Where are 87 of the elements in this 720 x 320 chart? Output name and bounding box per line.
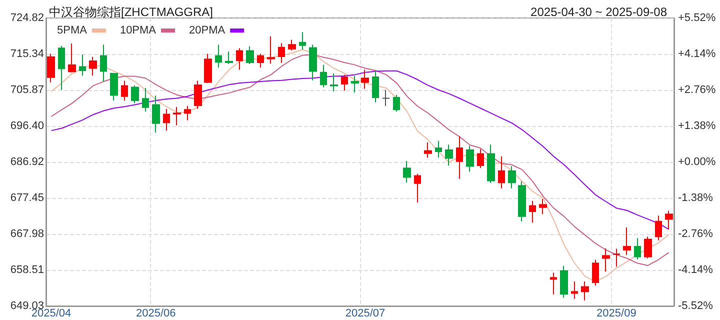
candlestick: [257, 53, 264, 68]
candlestick: [372, 70, 379, 103]
candlestick: [581, 280, 589, 301]
candlestick: [456, 136, 463, 180]
candlestick: [152, 95, 160, 133]
y2-tick-label: +5.52%: [678, 12, 716, 24]
legend-label: 20PMA: [189, 24, 226, 36]
y2-tick-label: +4.14%: [678, 48, 716, 60]
x-tick-label: 2025/07: [345, 308, 386, 320]
candlestick: [110, 72, 118, 102]
y2-tick-label: -1.38%: [678, 192, 714, 204]
candlestick: [194, 80, 202, 110]
chart-subtitle: 2025-04-30 ~ 2025-09-08: [530, 5, 668, 19]
y2-tick-label: -4.14%: [678, 264, 714, 276]
candlestick: [204, 53, 212, 84]
candlestick: [184, 105, 191, 121]
candlestick: [299, 32, 306, 50]
candlestick: [539, 198, 547, 215]
candlestick: [320, 64, 327, 88]
candlestick: [215, 44, 222, 68]
x-tick-label: 2025/09: [596, 308, 636, 320]
candlestick: [382, 89, 390, 106]
candlestick: [173, 106, 181, 126]
y-tick-label: 667.98: [10, 228, 44, 240]
legend-label: 5PMA: [56, 24, 88, 36]
candlestick: [309, 44, 317, 81]
candlestick: [89, 56, 97, 76]
candlestick: [665, 210, 673, 230]
candlestick: [100, 44, 107, 82]
candlestick: [592, 259, 599, 286]
candlestick: [487, 144, 495, 184]
candlestick: [477, 148, 484, 169]
y-tick-label: 696.40: [10, 120, 44, 132]
y2-tick-label: +2.76%: [678, 84, 716, 96]
candlestick: [435, 140, 442, 158]
candlestick: [58, 45, 65, 90]
y-tick-label: 658.51: [10, 264, 44, 276]
chart-title: 中汉谷物综指[ZHCTMAGGRA]: [49, 5, 213, 19]
y-tick-label: 715.34: [10, 48, 44, 60]
candlestick: [571, 280, 578, 300]
candlestick: [341, 74, 348, 92]
candlestick: [288, 39, 296, 51]
y-tick-label: 677.45: [10, 192, 44, 204]
candlestick: [445, 144, 453, 166]
candlestick: [602, 248, 610, 272]
y-tick-label: 705.87: [10, 84, 44, 96]
candlestick: [403, 160, 411, 184]
candlestick: [655, 215, 662, 241]
candlestick: [142, 87, 149, 112]
candlestick: [121, 80, 128, 102]
x-tick-label: 2025/04: [31, 308, 72, 320]
y2-tick-label: +0.00%: [678, 156, 716, 168]
candlestick: [361, 69, 369, 90]
line-series: [50, 70, 670, 230]
y-tick-label: 724.82: [10, 12, 44, 24]
candlestick: [498, 156, 505, 189]
candlestick: [47, 53, 55, 83]
candlestick: [351, 75, 359, 94]
y-tick-label: 686.92: [10, 156, 44, 168]
x-tick-label: 2025/06: [136, 308, 176, 320]
candlestick: [278, 42, 285, 64]
candlestick: [246, 46, 254, 65]
candlestick: [529, 200, 536, 224]
legend-label: 10PMA: [120, 24, 157, 36]
y2-tick-label: -2.76%: [678, 228, 714, 240]
y2-tick-label: +1.38%: [678, 120, 716, 132]
candlestick: [163, 108, 170, 132]
candlestick: [424, 142, 432, 158]
candlestick: [518, 180, 526, 222]
candlestick: [466, 145, 474, 172]
candlestick: [644, 236, 652, 259]
y2-tick-label: -5.52%: [678, 300, 714, 312]
candlestick: [131, 84, 139, 104]
candlestick: [414, 173, 421, 203]
candlestick: [68, 43, 76, 73]
candlestick: [634, 238, 641, 260]
candlestick: [560, 265, 568, 298]
candlestick: [508, 166, 516, 189]
candlestick: [79, 54, 86, 76]
candlestick: [623, 226, 631, 256]
candlestick: [267, 36, 275, 64]
candlestick: [393, 94, 400, 112]
candlestick: [225, 51, 233, 65]
candlestick: [550, 272, 557, 295]
candlestick: [236, 48, 243, 70]
candlestick: [613, 248, 620, 268]
candlestick: [330, 73, 338, 92]
